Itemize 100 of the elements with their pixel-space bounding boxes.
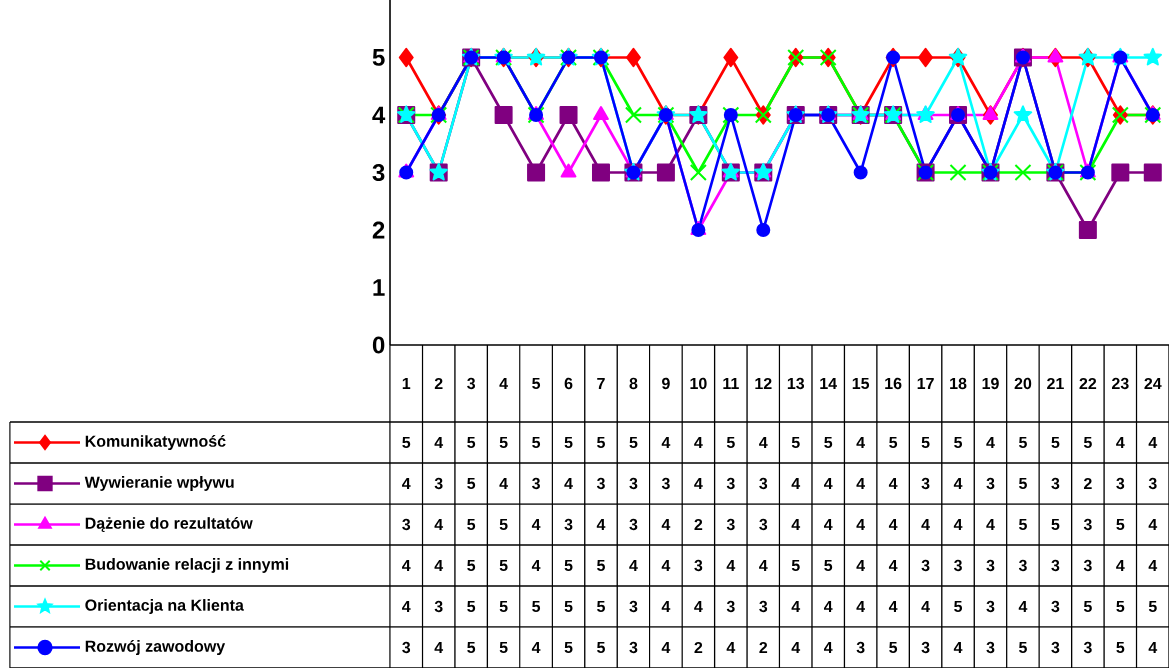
x-tick-label: 8 bbox=[629, 377, 638, 390]
data-label: 3 bbox=[434, 600, 443, 613]
data-label: 5 bbox=[467, 436, 476, 449]
data-label: 3 bbox=[986, 641, 995, 654]
x-tick-label: 7 bbox=[597, 378, 605, 389]
legend-label: Budowanie relacji z innymi bbox=[85, 558, 289, 573]
data-label: 3 bbox=[726, 600, 735, 613]
data-label: 5 bbox=[564, 436, 573, 449]
data-label: 4 bbox=[531, 519, 541, 531]
x-tick-label: 1 bbox=[402, 378, 411, 389]
x-tick-label: 10 bbox=[690, 377, 707, 390]
data-label: 3 bbox=[629, 518, 638, 531]
data-label: 3 bbox=[1116, 477, 1125, 490]
data-label: 3 bbox=[434, 477, 443, 490]
data-label: 4 bbox=[1018, 601, 1028, 613]
data-label: 4 bbox=[791, 601, 801, 613]
data-label: 5 bbox=[1019, 641, 1027, 654]
data-label: 4 bbox=[986, 519, 995, 531]
data-label: 4 bbox=[888, 519, 898, 531]
data-label: 2 bbox=[759, 641, 768, 654]
data-label: 3 bbox=[921, 641, 930, 654]
data-label: 3 bbox=[402, 641, 411, 654]
data-label: 4 bbox=[791, 519, 801, 531]
x-tick-label: 3 bbox=[467, 377, 476, 390]
data-label: 5 bbox=[1083, 436, 1092, 449]
data-label: 3 bbox=[1018, 559, 1027, 572]
data-label: 3 bbox=[694, 559, 703, 572]
y-tick-label: 3 bbox=[372, 163, 385, 182]
data-label: 2 bbox=[1083, 477, 1092, 490]
data-label: 3 bbox=[661, 477, 670, 490]
data-label: 3 bbox=[986, 477, 995, 490]
data-label: 5 bbox=[499, 518, 508, 531]
data-label: 3 bbox=[1148, 477, 1157, 490]
data-label: 5 bbox=[1051, 436, 1060, 449]
data-label: 3 bbox=[629, 641, 638, 654]
data-label: 2 bbox=[694, 641, 703, 654]
data-label: 5 bbox=[467, 641, 476, 654]
data-label: 4 bbox=[856, 478, 866, 489]
data-label: 4 bbox=[986, 437, 995, 449]
data-label: 5 bbox=[791, 436, 800, 449]
data-label: 5 bbox=[597, 436, 605, 449]
data-label: 5 bbox=[1116, 641, 1125, 654]
legend-label: Orientacja na Klienta bbox=[85, 599, 244, 614]
data-label: 5 bbox=[1116, 600, 1125, 613]
x-tick-label: 20 bbox=[1014, 377, 1032, 390]
data-label: 4 bbox=[921, 519, 930, 531]
x-tick-label: 11 bbox=[723, 378, 739, 389]
data-label: 4 bbox=[629, 560, 638, 571]
data-label: 3 bbox=[759, 518, 768, 531]
data-label: 4 bbox=[856, 601, 866, 613]
y-tick-label: 0 bbox=[372, 336, 385, 354]
x-tick-label: 4 bbox=[499, 378, 508, 389]
data-label: 4 bbox=[824, 642, 833, 653]
data-label: 4 bbox=[1116, 560, 1125, 571]
x-tick-label: 22 bbox=[1079, 377, 1097, 390]
data-label: 3 bbox=[986, 600, 995, 613]
x-tick-label: 6 bbox=[564, 377, 573, 390]
data-label: 5 bbox=[1051, 518, 1060, 531]
data-label: 4 bbox=[953, 642, 963, 653]
data-label: 5 bbox=[564, 600, 573, 613]
x-tick-label: 2 bbox=[434, 377, 443, 390]
data-label: 3 bbox=[759, 600, 768, 613]
data-label: 4 bbox=[824, 601, 833, 613]
data-label: 4 bbox=[791, 478, 801, 489]
data-label: 5 bbox=[467, 518, 476, 531]
data-label: 5 bbox=[402, 436, 411, 449]
data-label: 4 bbox=[726, 560, 736, 571]
data-label: 5 bbox=[499, 641, 508, 654]
data-label: 3 bbox=[921, 477, 930, 490]
data-label: 4 bbox=[531, 560, 541, 571]
x-tick-label: 9 bbox=[662, 377, 670, 390]
data-label: 4 bbox=[499, 478, 508, 489]
x-tick-label: 13 bbox=[787, 377, 805, 390]
data-label: 2 bbox=[694, 518, 703, 531]
x-tick-label: 14 bbox=[820, 378, 837, 389]
data-label: 3 bbox=[596, 477, 605, 490]
data-label: 4 bbox=[596, 519, 606, 531]
data-label: 5 bbox=[564, 559, 573, 572]
data-label: 4 bbox=[434, 642, 444, 653]
x-tick-label: 19 bbox=[982, 377, 999, 390]
data-label: 4 bbox=[434, 560, 444, 571]
data-label: 4 bbox=[694, 601, 703, 613]
data-label: 3 bbox=[953, 559, 962, 572]
data-label: 5 bbox=[467, 559, 476, 572]
data-label: 5 bbox=[467, 477, 476, 490]
data-label: 4 bbox=[564, 478, 573, 489]
data-label: 5 bbox=[597, 600, 605, 613]
data-label: 5 bbox=[499, 436, 508, 449]
data-label: 4 bbox=[661, 437, 671, 449]
data-label: 5 bbox=[921, 436, 930, 449]
data-label: 4 bbox=[921, 601, 930, 613]
data-label: 4 bbox=[824, 478, 833, 489]
data-label: 5 bbox=[726, 436, 735, 449]
data-label: 4 bbox=[953, 519, 963, 531]
data-label: 4 bbox=[1148, 642, 1158, 653]
data-label: 5 bbox=[532, 600, 541, 613]
data-label: 5 bbox=[597, 641, 605, 654]
data-label: 4 bbox=[402, 601, 411, 613]
data-label: 5 bbox=[629, 436, 638, 449]
legend-label: Komunikatywność bbox=[85, 434, 226, 451]
